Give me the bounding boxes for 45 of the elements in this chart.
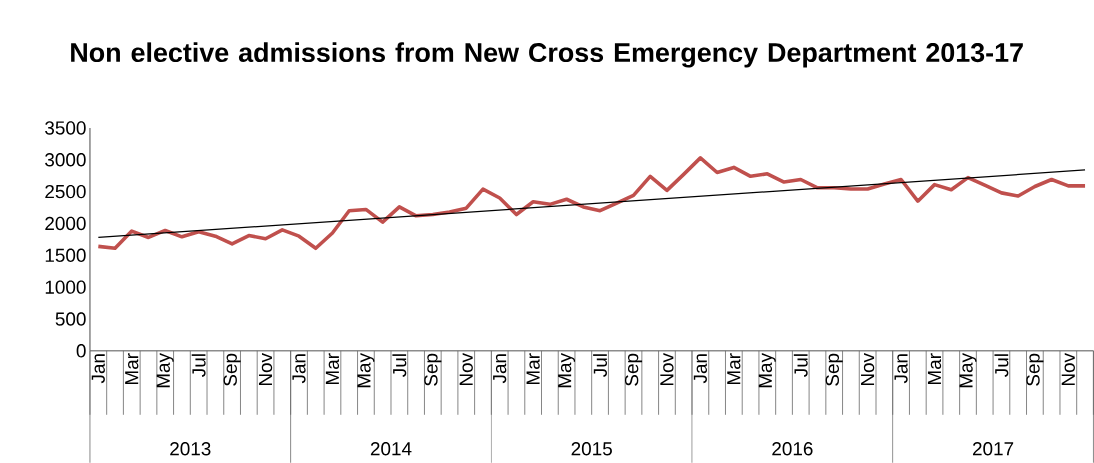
text: 2016: [772, 441, 813, 456]
x-tick-label: Mar: [727, 353, 741, 384]
y-tick-label: 1000: [45, 280, 86, 294]
text: 2013: [170, 441, 211, 456]
x-tick-label: Mar: [325, 353, 340, 384]
x-tick-label: Mar: [125, 353, 139, 384]
x-tick-label: Nov: [861, 353, 875, 386]
x-tick-label: Jul: [392, 354, 407, 377]
x-tick-label: Jul: [793, 354, 808, 377]
x-tick-label: May: [357, 352, 375, 388]
x-tick-label: Mar: [526, 353, 540, 384]
x-tick-label: Jan: [292, 354, 306, 384]
y-tick-label: 3000: [45, 152, 86, 167]
x-tick-label: Jan: [894, 354, 908, 384]
x-tick-label: May: [758, 352, 776, 388]
x-tick-label: Sep: [424, 353, 442, 386]
x-tick-label: Sep: [624, 353, 643, 386]
x-tick-label: May: [156, 352, 174, 388]
x-tick-label: Jul: [191, 354, 206, 377]
x-tick-label: Jan: [91, 354, 105, 384]
x-tick-label: Nov: [660, 353, 674, 386]
y-tick-label: 2000: [45, 216, 86, 231]
x-tick-label: May: [558, 352, 576, 388]
x-tick-label: Jul: [593, 354, 607, 377]
x-tick-label: Nov: [258, 353, 273, 386]
x-tick-label: Nov: [459, 353, 473, 386]
x-tick-label: Mar: [927, 353, 942, 384]
x-tick-label: Sep: [223, 353, 241, 386]
x-tick-label: Sep: [1026, 353, 1044, 386]
text: 2017: [972, 441, 1014, 456]
text: 2014: [370, 441, 412, 456]
line-series: [96, 155, 1087, 250]
x-tick-label: Jan: [693, 354, 707, 384]
text: 2015: [571, 441, 612, 456]
x-tick-label: Jul: [994, 354, 1009, 377]
y-tick-label: 3500: [45, 121, 86, 135]
y-tick-label: 1500: [45, 248, 86, 262]
y-tick-label: 500: [55, 312, 86, 326]
x-tick-label: Jan: [493, 354, 507, 384]
x-tick-label: Sep: [825, 353, 843, 386]
y-tick-label: 2500: [45, 184, 86, 199]
chart-title: Non elective admissions from New Cross Emergency Department 2013-17: [71, 42, 1023, 68]
x-tick-label: Nov: [1061, 353, 1075, 386]
y-tick-label: 0: [76, 344, 86, 358]
x-tick-label: May: [959, 352, 977, 388]
